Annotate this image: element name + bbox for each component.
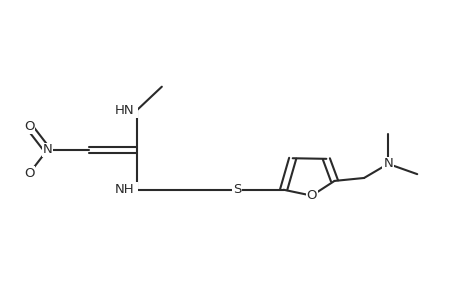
Text: S: S [232, 183, 241, 196]
Text: O: O [306, 189, 316, 202]
Text: HN: HN [117, 104, 136, 117]
Text: NH: NH [117, 183, 136, 196]
Text: O: O [24, 167, 34, 180]
Text: O: O [24, 167, 34, 180]
Text: S: S [232, 183, 241, 196]
Text: O: O [306, 189, 316, 202]
Text: N: N [382, 157, 392, 170]
Text: N: N [42, 143, 52, 157]
Text: NH: NH [115, 183, 134, 196]
Text: O: O [24, 120, 34, 133]
Text: N: N [42, 143, 52, 157]
Text: HN: HN [115, 104, 134, 117]
Text: O: O [24, 120, 34, 133]
Text: N: N [382, 157, 392, 170]
